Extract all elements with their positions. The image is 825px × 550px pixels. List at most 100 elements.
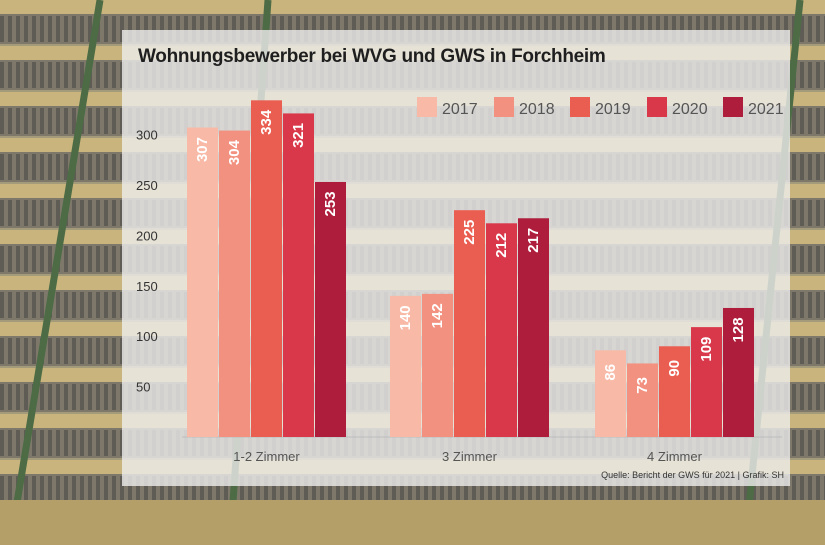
shutter-slat xyxy=(592,476,596,502)
shutter-slat xyxy=(104,16,108,42)
shutter-slat xyxy=(80,384,84,410)
shutter-slat xyxy=(816,292,820,318)
shutter-slat xyxy=(312,476,316,502)
shutter-slat xyxy=(136,476,140,502)
bar xyxy=(187,127,218,437)
shutter-slat xyxy=(0,62,4,88)
shutter-slat xyxy=(72,246,76,272)
shutter-slat xyxy=(8,476,12,502)
shutter-slat xyxy=(712,476,716,502)
shutter-slat xyxy=(392,16,396,42)
shutter-slat xyxy=(208,476,212,502)
shutter-slat xyxy=(808,338,812,364)
shutter-slat xyxy=(32,338,36,364)
shutter-slat xyxy=(672,16,676,42)
shutter-slat xyxy=(688,16,692,42)
shutter-slat xyxy=(488,16,492,42)
shutter-slat xyxy=(8,16,12,42)
shutter-slat xyxy=(288,476,292,502)
shutter-slat xyxy=(240,476,244,502)
shutter-slat xyxy=(8,246,12,272)
shutter-slat xyxy=(0,16,4,42)
shutter-slat xyxy=(8,292,12,318)
shutter-slat xyxy=(72,108,76,134)
shutter-slat xyxy=(32,476,36,502)
shutter-slat xyxy=(400,476,404,502)
shutter-slat xyxy=(168,476,172,502)
shutter-slat xyxy=(64,384,68,410)
shutter-slat xyxy=(600,16,604,42)
shutter-slat xyxy=(656,16,660,42)
shutter-slat xyxy=(16,246,20,272)
shutter-slat xyxy=(112,62,116,88)
shutter-slat xyxy=(496,16,500,42)
shutter-slat xyxy=(512,16,516,42)
shutter-slat xyxy=(704,476,708,502)
bar-value-label: 307 xyxy=(194,137,211,162)
shutter-slat xyxy=(800,292,804,318)
shutter-slat xyxy=(352,476,356,502)
balcony-slab xyxy=(0,0,825,14)
shutter-slat xyxy=(248,16,252,42)
shutter-slat xyxy=(56,430,60,456)
shutter-slat xyxy=(0,338,4,364)
x-category-label: 1-2 Zimmer xyxy=(233,449,300,464)
shutter-slat xyxy=(816,384,820,410)
shutter-slat xyxy=(40,108,44,134)
shutter-slat xyxy=(792,292,796,318)
shutter-slat xyxy=(344,16,348,42)
shutter-slat xyxy=(16,430,20,456)
shutter-slat xyxy=(784,476,788,502)
shutter-slat xyxy=(24,154,28,180)
bar xyxy=(390,295,421,437)
shutter-slat xyxy=(816,16,820,42)
shutter-slat xyxy=(352,16,356,42)
shutter-slat xyxy=(56,154,60,180)
shutter-slat xyxy=(408,476,412,502)
shutter-slat xyxy=(328,16,332,42)
shutter-slat xyxy=(0,200,4,226)
bar-value-label: 109 xyxy=(698,337,715,362)
shutter-slat xyxy=(96,62,100,88)
shutter-slat xyxy=(0,292,4,318)
shutter-slat xyxy=(80,200,84,226)
shutter-slat xyxy=(216,476,220,502)
shutter-slat xyxy=(64,16,68,42)
shutter-slat xyxy=(432,16,436,42)
shutter-slat xyxy=(424,16,428,42)
shutter-slat xyxy=(120,16,124,42)
shutter-slat xyxy=(648,476,652,502)
shutter-slat xyxy=(56,200,60,226)
bar xyxy=(219,130,250,437)
shutter-slat xyxy=(728,16,732,42)
shutter-slat xyxy=(608,476,612,502)
shutter-slat xyxy=(24,476,28,502)
shutter-slat xyxy=(104,154,108,180)
shutter-slat xyxy=(160,476,164,502)
shutter-slat xyxy=(32,292,36,318)
shutter-slat xyxy=(80,246,84,272)
shutter-slat xyxy=(632,476,636,502)
shutter-slat xyxy=(48,154,52,180)
shutter-slat xyxy=(320,16,324,42)
shutter-slat xyxy=(88,246,92,272)
shutter-slat xyxy=(784,16,788,42)
shutter-slat xyxy=(392,476,396,502)
shutter-slat xyxy=(472,476,476,502)
shutter-slat xyxy=(8,62,12,88)
shutter-slat xyxy=(56,476,60,502)
shutter-slat xyxy=(96,430,100,456)
shutter-slat xyxy=(816,200,820,226)
shutter-slat xyxy=(816,108,820,134)
bar-value-label: 140 xyxy=(397,305,414,330)
shutter-slat xyxy=(680,476,684,502)
shutter-slat xyxy=(64,476,68,502)
shutter-slat xyxy=(88,384,92,410)
shutter-slat xyxy=(752,16,756,42)
shutter-slat xyxy=(256,476,260,502)
shutter-slat xyxy=(200,16,204,42)
shutter-slat xyxy=(512,476,516,502)
shutter-slat xyxy=(440,16,444,42)
bar-value-label: 86 xyxy=(602,364,619,381)
shutter-slat xyxy=(792,384,796,410)
